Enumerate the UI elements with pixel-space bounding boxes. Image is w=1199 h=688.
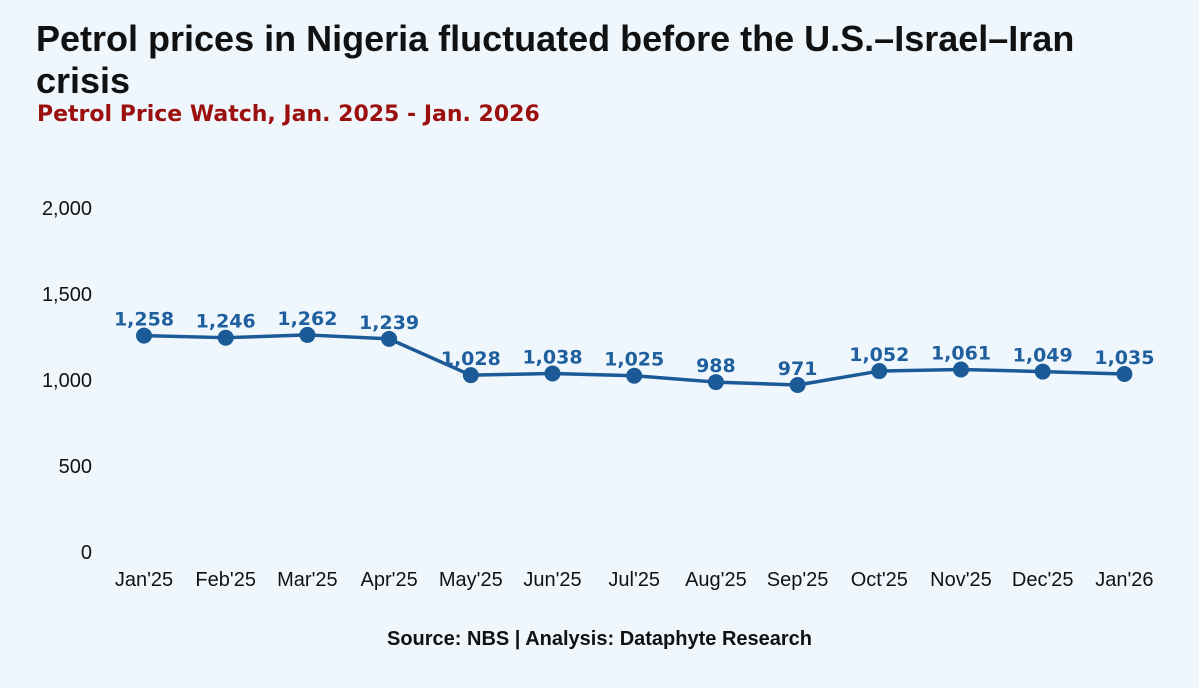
y-tick-label: 1,500 [42,284,92,306]
data-point [217,329,234,346]
data-label: 1,239 [359,312,419,334]
x-tick-label: Jul'25 [608,569,660,591]
x-tick-label: Dec'25 [1012,569,1074,591]
source-note: Source: NBS | Analysis: Dataphyte Resear… [387,628,812,650]
data-label: 1,049 [1013,345,1073,367]
data-point [381,330,398,347]
x-tick-label: Aug'25 [685,569,747,591]
data-point [136,327,152,344]
series-petrol-price [136,326,1133,393]
data-label: 1,246 [196,311,256,333]
x-tick-label: Sep'25 [767,569,829,591]
data-label: 1,025 [604,349,664,371]
data-label: 1,028 [441,348,501,370]
y-tick-label: 1,000 [42,370,92,392]
data-label: 1,262 [277,308,337,330]
data-point [953,361,969,378]
data-label: 988 [696,355,736,377]
data-label: 1,061 [931,343,991,365]
chart-title: Petrol prices in Nigeria fluctuated befo… [36,18,1075,101]
x-tick-label: Feb'25 [195,569,256,591]
data-point [299,326,316,343]
y-tick-label: 500 [59,456,92,478]
data-point [789,376,806,393]
x-tick-label: Mar'25 [277,569,338,591]
x-tick-label: May'25 [439,569,503,591]
data-point [1116,365,1133,382]
y-tick-label: 0 [81,542,92,564]
data-label: 1,038 [522,346,582,368]
data-point [871,363,888,380]
x-tick-label: Jun'25 [523,569,581,591]
chart-subtitle: Petrol Price Watch, Jan. 2025 - Jan. 202… [37,102,540,127]
x-tick-label: Jan'25 [115,569,173,591]
x-tick-label: Apr'25 [361,569,418,591]
data-point [707,374,724,391]
data-point [1034,363,1051,380]
data-point [462,367,479,384]
x-tick-label: Oct'25 [851,569,908,591]
data-label: 971 [778,358,818,380]
x-tick-label: Nov'25 [930,569,992,591]
data-label: 1,258 [114,309,174,331]
data-labels: 1,258 1,246 1,262 1,239 1,028 1,038 1,025 988 97… [114,308,1155,380]
x-tick-label: Jan'26 [1095,569,1153,591]
data-label: 1,035 [1094,347,1154,369]
x-axis: Jan'25 Feb'25 Mar'25 Apr'25 May'25 Jun'25 Jul'… [115,569,1154,591]
y-tick-label: 2,000 [42,198,92,220]
data-label: 1,052 [849,344,909,366]
data-point [544,365,561,382]
y-axis: 0 500 1,000 1,500 2,000 [42,198,92,564]
data-point [626,367,643,384]
